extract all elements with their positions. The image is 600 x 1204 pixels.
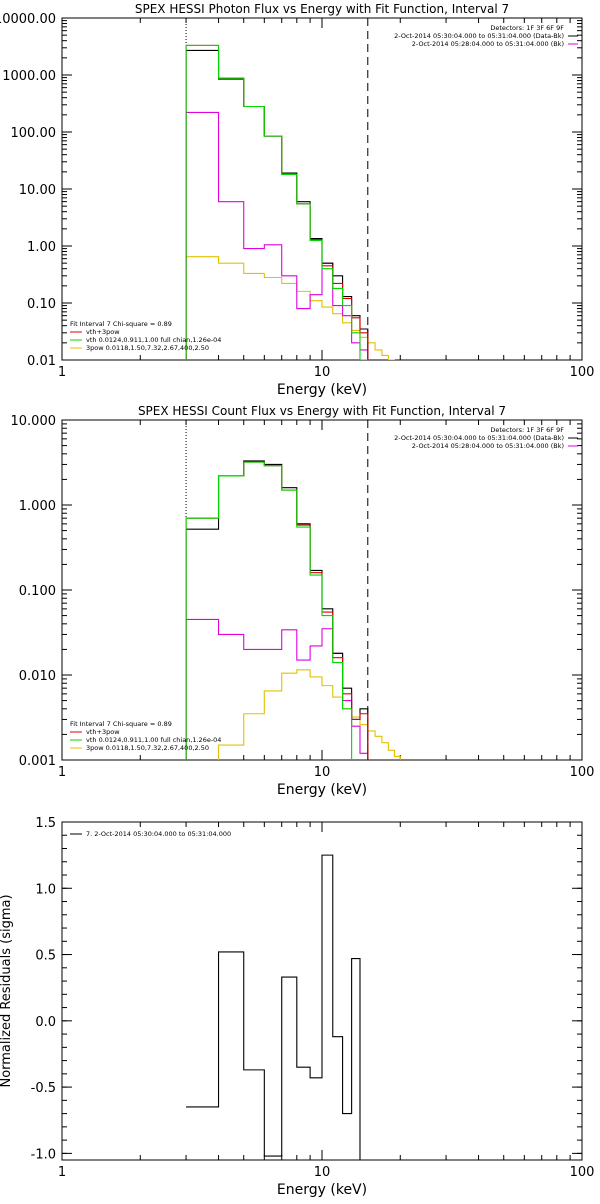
series-thermal-line bbox=[185, 461, 353, 760]
info-line: 2-Oct-2014 05:30:04.000 to 05:31:04.000 … bbox=[394, 434, 564, 442]
legend-entry: vth+3pow bbox=[86, 328, 120, 336]
x-axis-label: Energy (keV) bbox=[277, 782, 367, 798]
info-line: 2-Oct-2014 05:28:04.000 to 05:31:04.000 … bbox=[412, 442, 564, 450]
x-tick-label: 10 bbox=[314, 365, 331, 380]
chart-panel-2: SPEX HESSI Count Flux vs Energy with Fit… bbox=[11, 404, 595, 798]
y-tick-label: 0.5 bbox=[35, 949, 56, 964]
y-tick-label: -0.5 bbox=[31, 1081, 56, 1096]
y-tick-label: 0.10 bbox=[27, 297, 56, 312]
series-data-line bbox=[186, 854, 361, 1160]
x-tick-label: 1 bbox=[58, 765, 66, 780]
x-tick-label: 100 bbox=[570, 1165, 595, 1180]
legend-header: Fit Interval 7 Chi-square = 0.89 bbox=[70, 320, 172, 328]
series-data-line bbox=[185, 49, 369, 360]
y-axis-label: Normalized Residuals (sigma) bbox=[0, 894, 14, 1087]
series-powerlaw-line bbox=[217, 669, 401, 760]
y-tick-label: 10.00 bbox=[19, 183, 56, 198]
x-tick-label: 10 bbox=[314, 1165, 331, 1180]
y-tick-label: 0.01 bbox=[27, 354, 56, 369]
y-tick-label: 1.0 bbox=[35, 882, 56, 897]
series-background-line bbox=[185, 618, 369, 760]
x-tick-label: 1 bbox=[58, 1165, 66, 1180]
legend-entry: 3pow 0.0118,1.50,7.32,2.67,400,2.50 bbox=[86, 744, 209, 752]
y-tick-label: 0.010 bbox=[19, 669, 56, 684]
y-tick-label: 10.000 bbox=[11, 414, 57, 429]
x-tick-label: 1 bbox=[58, 365, 66, 380]
legend-entry: vth 0.0124,0.911,1.00 full chian,1.26e-0… bbox=[86, 736, 221, 744]
chart-panel-1: SPEX HESSI Photon Flux vs Energy with Fi… bbox=[0, 2, 594, 398]
legend-entry: vth+3pow bbox=[86, 728, 120, 736]
y-tick-label: 100.00 bbox=[11, 126, 57, 141]
legend-header: Fit Interval 7 Chi-square = 0.89 bbox=[70, 720, 172, 728]
info-line: Detectors: 1F 3F 6F 9F bbox=[490, 24, 564, 32]
x-axis-label: Energy (keV) bbox=[277, 382, 367, 398]
y-tick-label: 10000.00 bbox=[0, 12, 56, 27]
chart-title: SPEX HESSI Count Flux vs Energy with Fit… bbox=[138, 404, 506, 418]
y-tick-label: 0.0 bbox=[35, 1015, 56, 1030]
y-tick-label: -1.0 bbox=[31, 1147, 56, 1162]
x-tick-label: 10 bbox=[314, 765, 331, 780]
series-powerlaw-line bbox=[185, 256, 396, 360]
legend-entry: 3pow 0.0118,1.50,7.32,2.67,400,2.50 bbox=[86, 344, 209, 352]
chart-title: SPEX HESSI Photon Flux vs Energy with Fi… bbox=[135, 2, 509, 16]
chart-panel-3: 1 10 100 -1.0 -0.5 0.0 0.5 1.0 1.5 Energy (keV) No… bbox=[0, 816, 594, 1198]
info-line: 2-Oct-2014 05:28:04.000 to 05:31:04.000 … bbox=[412, 40, 564, 48]
y-tick-label: 0.100 bbox=[19, 584, 56, 599]
y-tick-label: 0.001 bbox=[19, 754, 56, 769]
x-tick-label: 100 bbox=[570, 765, 595, 780]
x-tick-label: 100 bbox=[570, 365, 595, 380]
y-tick-label: 1.5 bbox=[35, 816, 56, 831]
info-line: 2-Oct-2014 05:30:04.000 to 05:31:04.000 … bbox=[394, 32, 564, 40]
y-tick-label: 1000.00 bbox=[2, 69, 56, 84]
x-axis-label: Energy (keV) bbox=[277, 1182, 367, 1198]
legend-entry: vth 0.0124,0.911,1.00 full chian,1.26e-0… bbox=[86, 336, 221, 344]
legend-entry: 7. 2-Oct-2014 05:30:04.000 to 05:31:04.0… bbox=[86, 830, 231, 838]
series-thermal-line bbox=[185, 44, 369, 360]
series-total-line bbox=[185, 44, 369, 360]
y-tick-label: 1.000 bbox=[19, 499, 56, 514]
series-background-line bbox=[185, 111, 369, 360]
y-tick-label: 1.00 bbox=[27, 240, 56, 255]
plot-frame bbox=[61, 17, 583, 361]
info-line: Detectors: 1F 3F 6F 9F bbox=[490, 426, 564, 434]
